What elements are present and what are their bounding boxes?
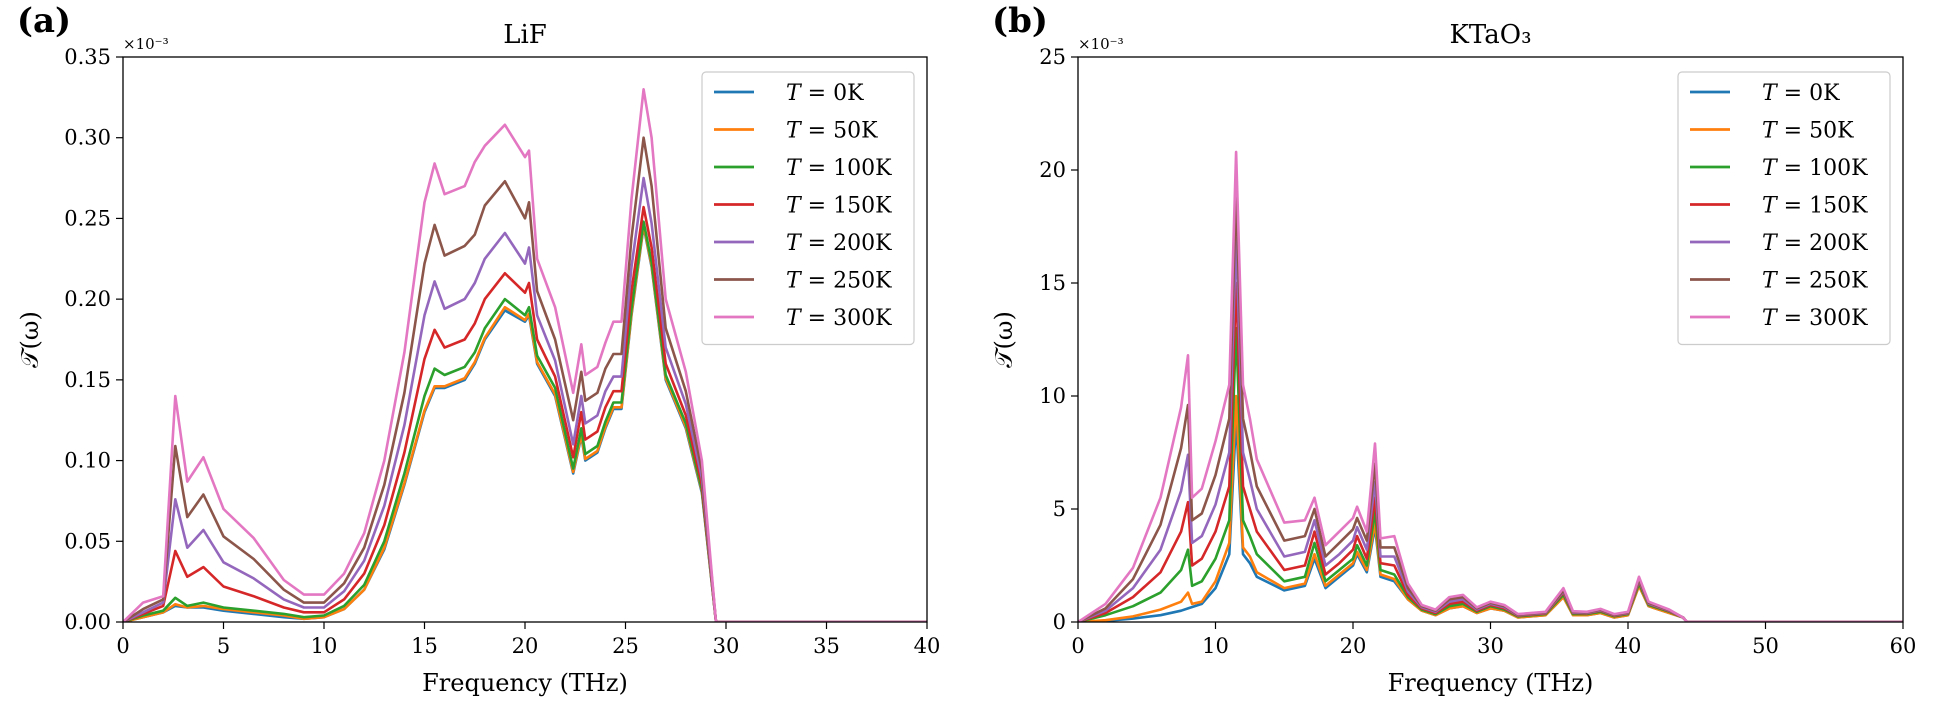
y-axis-label: 𝒯(ω) xyxy=(16,311,44,368)
x-tick-label: 5 xyxy=(217,634,230,658)
y-tick-label: 0.35 xyxy=(64,45,111,69)
legend: T = 0K T = 50K T = 100K T = 150K T = 200K T =… xyxy=(1677,71,1891,346)
legend-entry-label: T = 300K xyxy=(786,306,892,331)
x-tick-label: 15 xyxy=(411,634,438,658)
legend-entry-label: T = 50K xyxy=(786,119,878,144)
x-tick-label: 0 xyxy=(1071,634,1084,658)
y-tick-label: 0.30 xyxy=(64,126,111,150)
legend-entry-label: T = 200K xyxy=(1762,231,1868,256)
legend-entry-label: T = 250K xyxy=(1762,269,1868,294)
series-line-t-300k xyxy=(1078,150,1903,622)
y-tick-label: 5 xyxy=(1053,497,1066,521)
y-tick-label: 0.00 xyxy=(64,610,111,634)
y-tick-label: 0.15 xyxy=(64,368,111,392)
x-tick-label: 10 xyxy=(311,634,338,658)
series-line-t-50k xyxy=(1078,394,1903,622)
y-tick-label: 0.25 xyxy=(64,206,111,230)
legend: T = 0K T = 50K T = 100K T = 150K T = 200K T =… xyxy=(701,71,915,346)
legend-box xyxy=(701,71,915,346)
x-tick-label: 30 xyxy=(713,634,740,658)
panel-label: (a) xyxy=(17,1,71,41)
legend-entry-label: T = 100K xyxy=(1762,156,1868,181)
legend-entry-label: T = 150K xyxy=(1762,194,1868,219)
x-tick-label: 20 xyxy=(1340,634,1367,658)
y-tick-label: 20 xyxy=(1039,158,1066,182)
y-tick-label: 0.20 xyxy=(64,287,111,311)
series-line-t-100k xyxy=(123,220,927,622)
x-tick-label: 50 xyxy=(1752,634,1779,658)
x-tick-label: 60 xyxy=(1890,634,1917,658)
legend-entry-label: T = 150K xyxy=(786,194,892,219)
y-tick-label: 0 xyxy=(1053,610,1066,634)
x-tick-label: 35 xyxy=(813,634,840,658)
panel-label: (b) xyxy=(992,1,1048,41)
legend-entry-label: T = 200K xyxy=(786,231,892,256)
series-line-t-250k xyxy=(123,136,927,622)
y-tick-label: 15 xyxy=(1039,271,1066,295)
y-tick-label: 0.05 xyxy=(64,529,111,553)
y-axis-label: 𝒯(ω) xyxy=(990,311,1018,368)
legend-entry-label: T = 0K xyxy=(1762,81,1840,106)
series-line-t-200k xyxy=(123,176,927,622)
legend-entry-label: T = 300K xyxy=(1762,306,1868,331)
series-group xyxy=(123,88,927,622)
x-axis-label: Frequency (THz) xyxy=(1388,669,1594,697)
legend-box xyxy=(1677,71,1891,346)
x-axis-label: Frequency (THz) xyxy=(422,669,628,697)
x-tick-label: 10 xyxy=(1202,634,1229,658)
x-tick-label: 40 xyxy=(914,634,941,658)
series-group xyxy=(1078,150,1903,622)
y-scale-factor: ×10⁻³ xyxy=(1078,35,1124,53)
x-tick-label: 40 xyxy=(1615,634,1642,658)
legend-entry-label: T = 0K xyxy=(786,81,864,106)
series-line-t-300k xyxy=(123,88,927,622)
legend-entry-label: T = 250K xyxy=(786,269,892,294)
x-tick-label: 20 xyxy=(512,634,539,658)
y-tick-label: 25 xyxy=(1039,45,1066,69)
x-tick-label: 0 xyxy=(116,634,129,658)
chart-title: LiF xyxy=(503,20,547,50)
series-line-t-0k xyxy=(1078,417,1903,622)
y-tick-label: 0.10 xyxy=(64,449,111,473)
legend-entry-label: T = 50K xyxy=(1762,119,1854,144)
y-tick-label: 10 xyxy=(1039,384,1066,408)
panel-ktao3: 0 10 20 30 40 50 60 0 5 10 15 20 25 ×10⁻³ KTaO₃ (b) Freq… xyxy=(990,1,1916,697)
legend-entry-label: T = 100K xyxy=(786,156,892,181)
chart-title: KTaO₃ xyxy=(1450,20,1532,50)
panel-lif: 0 5 10 15 20 25 30 35 40 0.00 0.05 0.10 0.15 0.20 0.25… xyxy=(16,1,940,697)
x-tick-label: 25 xyxy=(612,634,639,658)
x-tick-label: 30 xyxy=(1477,634,1504,658)
series-line-t-100k xyxy=(1078,326,1903,622)
series-line-t-150k xyxy=(123,205,927,622)
y-scale-factor: ×10⁻³ xyxy=(123,35,169,53)
